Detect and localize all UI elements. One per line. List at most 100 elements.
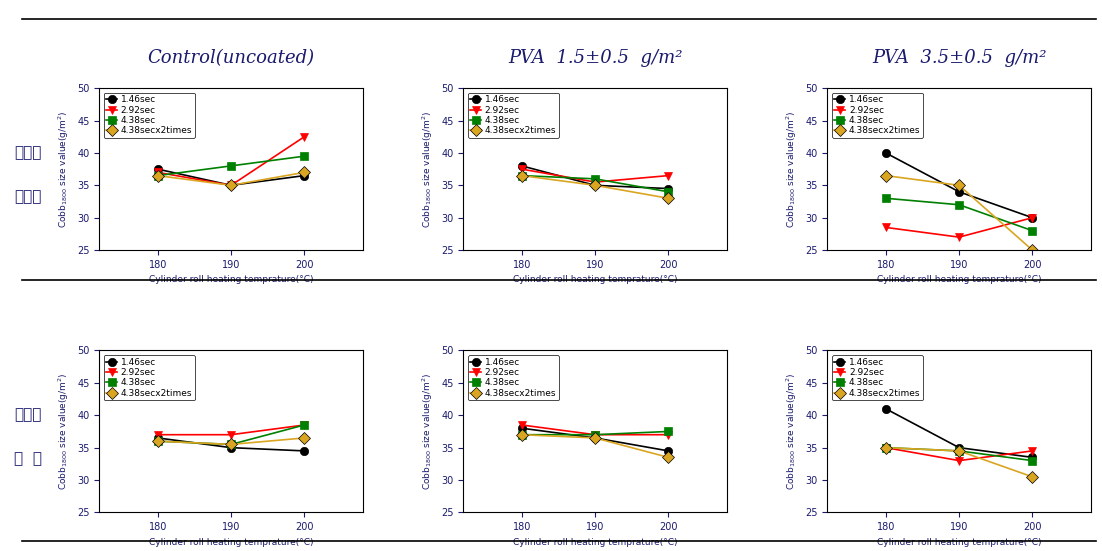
2.92sec: [151, 431, 164, 438]
Legend: 1.46sec, 2.92sec, 4.38sec, 4.38secx2times: 1.46sec, 2.92sec, 4.38sec, 4.38secx2time…: [832, 93, 923, 138]
4.38secx2times: [952, 182, 965, 188]
1.46sec: [879, 150, 893, 156]
1.46sec: [1026, 214, 1039, 221]
2.92sec: [661, 172, 674, 179]
Legend: 1.46sec, 2.92sec, 4.38sec, 4.38secx2times: 1.46sec, 2.92sec, 4.38sec, 4.38secx2time…: [467, 355, 559, 401]
Y-axis label: Cobb$_{1800}$ size value(g/m$^2$): Cobb$_{1800}$ size value(g/m$^2$): [57, 110, 72, 228]
1.46sec: [298, 172, 311, 179]
Line: 1.46sec: 1.46sec: [882, 149, 1037, 222]
Line: 2.92sec: 2.92sec: [882, 444, 1037, 465]
4.38sec: [661, 428, 674, 435]
X-axis label: Cylinder roll heating temprature(°C): Cylinder roll heating temprature(°C): [149, 276, 313, 284]
4.38sec: [1026, 228, 1039, 234]
Line: 4.38sec: 4.38sec: [518, 171, 672, 196]
2.92sec: [1026, 214, 1039, 221]
1.46sec: [588, 435, 602, 441]
1.46sec: [225, 182, 238, 188]
4.38sec: [225, 163, 238, 169]
2.92sec: [1026, 447, 1039, 454]
2.92sec: [516, 166, 529, 172]
Line: 4.38secx2times: 4.38secx2times: [153, 434, 309, 449]
1.46sec: [151, 435, 164, 441]
2.92sec: [298, 133, 311, 140]
4.38sec: [298, 422, 311, 428]
Text: 미처리: 미처리: [14, 189, 41, 204]
Y-axis label: Cobb$_{1800}$ size value(g/m$^2$): Cobb$_{1800}$ size value(g/m$^2$): [785, 372, 799, 490]
2.92sec: [298, 422, 311, 428]
4.38secx2times: [151, 172, 164, 179]
4.38sec: [879, 444, 893, 451]
4.38sec: [588, 431, 602, 438]
2.92sec: [225, 182, 238, 188]
4.38secx2times: [151, 438, 164, 445]
4.38secx2times: [879, 172, 893, 179]
Line: 4.38sec: 4.38sec: [153, 421, 309, 449]
4.38secx2times: [298, 435, 311, 441]
2.92sec: [952, 457, 965, 464]
2.92sec: [516, 422, 529, 428]
1.46sec: [1026, 454, 1039, 461]
Text: 캘렌더: 캘렌더: [14, 145, 41, 160]
Line: 2.92sec: 2.92sec: [518, 165, 672, 186]
4.38secx2times: [516, 431, 529, 438]
4.38sec: [151, 438, 164, 445]
2.92sec: [151, 169, 164, 176]
Text: PVA  1.5±0.5  g/m²: PVA 1.5±0.5 g/m²: [508, 49, 682, 67]
4.38sec: [298, 153, 311, 159]
Line: 2.92sec: 2.92sec: [153, 421, 309, 439]
2.92sec: [661, 431, 674, 438]
4.38secx2times: [879, 444, 893, 451]
Line: 1.46sec: 1.46sec: [518, 162, 672, 193]
4.38secx2times: [1026, 473, 1039, 480]
1.46sec: [952, 188, 965, 195]
Line: 2.92sec: 2.92sec: [518, 421, 672, 439]
X-axis label: Cylinder roll heating temprature(°C): Cylinder roll heating temprature(°C): [877, 276, 1041, 284]
X-axis label: Cylinder roll heating temprature(°C): Cylinder roll heating temprature(°C): [149, 538, 313, 547]
1.46sec: [151, 166, 164, 172]
Line: 4.38sec: 4.38sec: [153, 152, 309, 180]
4.38secx2times: [1026, 247, 1039, 253]
Legend: 1.46sec, 2.92sec, 4.38sec, 4.38secx2times: 1.46sec, 2.92sec, 4.38sec, 4.38secx2time…: [104, 355, 195, 401]
4.38secx2times: [661, 454, 674, 461]
2.92sec: [588, 179, 602, 185]
Y-axis label: Cobb$_{1800}$ size value(g/m$^2$): Cobb$_{1800}$ size value(g/m$^2$): [421, 110, 435, 228]
1.46sec: [516, 425, 529, 431]
Line: 2.92sec: 2.92sec: [882, 214, 1037, 241]
2.92sec: [879, 224, 893, 231]
1.46sec: [952, 444, 965, 451]
Legend: 1.46sec, 2.92sec, 4.38sec, 4.38secx2times: 1.46sec, 2.92sec, 4.38sec, 4.38secx2time…: [832, 355, 923, 401]
2.92sec: [952, 234, 965, 240]
Y-axis label: Cobb$_{1800}$ size value(g/m$^2$): Cobb$_{1800}$ size value(g/m$^2$): [785, 110, 799, 228]
Line: 1.46sec: 1.46sec: [153, 165, 309, 190]
1.46sec: [516, 163, 529, 169]
4.38sec: [151, 172, 164, 179]
4.38secx2times: [225, 182, 238, 188]
Y-axis label: Cobb$_{1800}$ size value(g/m$^2$): Cobb$_{1800}$ size value(g/m$^2$): [421, 372, 435, 490]
Text: Control(uncoated): Control(uncoated): [148, 49, 315, 67]
1.46sec: [225, 444, 238, 451]
4.38secx2times: [588, 435, 602, 441]
X-axis label: Cylinder roll heating temprature(°C): Cylinder roll heating temprature(°C): [877, 538, 1041, 547]
Text: 캘렌더: 캘렌더: [14, 407, 41, 423]
Line: 4.38sec: 4.38sec: [882, 194, 1037, 235]
Line: 1.46sec: 1.46sec: [153, 434, 309, 455]
X-axis label: Cylinder roll heating temprature(°C): Cylinder roll heating temprature(°C): [512, 276, 678, 284]
X-axis label: Cylinder roll heating temprature(°C): Cylinder roll heating temprature(°C): [512, 538, 678, 547]
4.38sec: [516, 172, 529, 179]
Line: 4.38secx2times: 4.38secx2times: [518, 430, 672, 462]
Text: PVA  3.5±0.5  g/m²: PVA 3.5±0.5 g/m²: [872, 49, 1046, 67]
Y-axis label: Cobb$_{1800}$ size value(g/m$^2$): Cobb$_{1800}$ size value(g/m$^2$): [57, 372, 72, 490]
Line: 4.38sec: 4.38sec: [518, 427, 672, 439]
2.92sec: [879, 444, 893, 451]
4.38sec: [1026, 457, 1039, 464]
4.38secx2times: [588, 182, 602, 188]
4.38sec: [661, 188, 674, 195]
Line: 4.38secx2times: 4.38secx2times: [518, 171, 672, 202]
Legend: 1.46sec, 2.92sec, 4.38sec, 4.38secx2times: 1.46sec, 2.92sec, 4.38sec, 4.38secx2time…: [467, 93, 559, 138]
1.46sec: [588, 182, 602, 188]
4.38sec: [516, 431, 529, 438]
Line: 1.46sec: 1.46sec: [882, 404, 1037, 462]
Legend: 1.46sec, 2.92sec, 4.38sec, 4.38secx2times: 1.46sec, 2.92sec, 4.38sec, 4.38secx2time…: [104, 93, 195, 138]
2.92sec: [225, 431, 238, 438]
1.46sec: [879, 406, 893, 412]
